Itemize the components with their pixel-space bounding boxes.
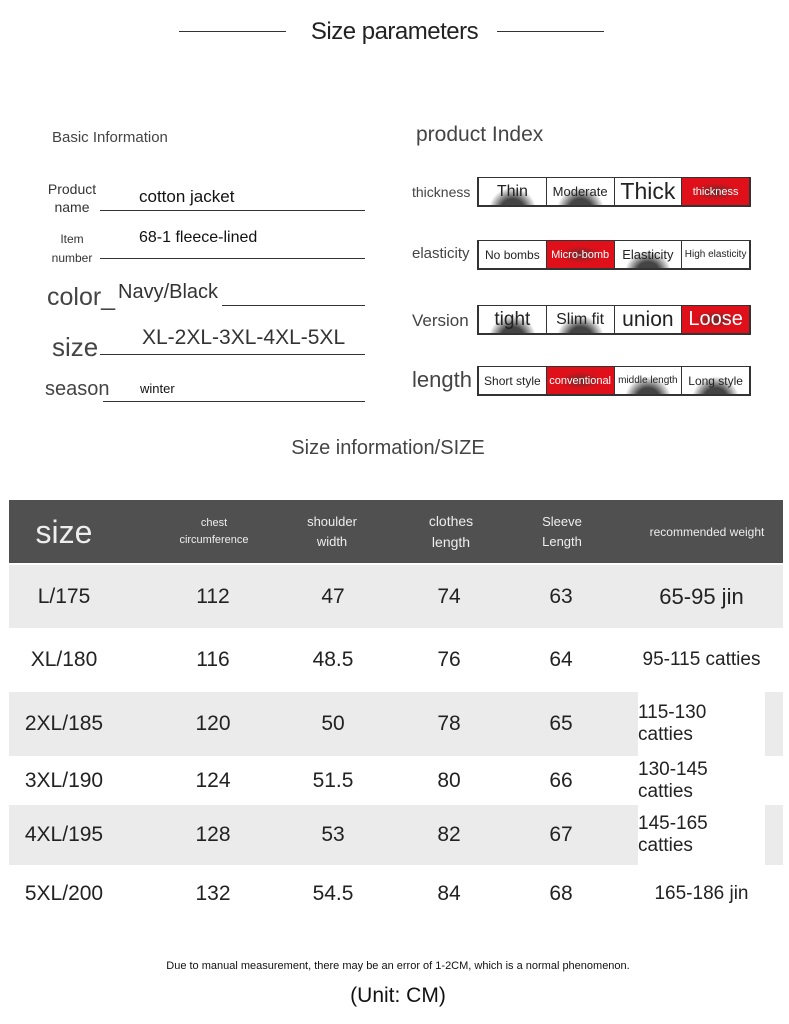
weight-cell: 165-186 jin (638, 865, 765, 923)
table-row: 5XL/200 132 54.5 84 68 165-186 jin (9, 865, 783, 923)
index-label-thickness: thickness (412, 184, 471, 200)
size-label: size (52, 332, 99, 362)
table-cell: 53 (321, 823, 345, 846)
table-cell: 120 (195, 712, 231, 735)
index-option: High elasticity (684, 249, 747, 260)
index-option-selected: conventional (546, 367, 615, 394)
table-cell: 50 (321, 712, 345, 735)
measurement-note: Due to manual measurement, there may be … (166, 960, 630, 972)
index-option: Slim fit (546, 306, 615, 333)
index-option: tight (479, 306, 547, 333)
product-name-label: Product name (47, 181, 97, 215)
color-value: Navy/Black (118, 281, 219, 303)
table-header: size chest circumference shoulder width … (9, 500, 783, 563)
size-value: XL-2XL-3XL-4XL-5XL (142, 326, 346, 349)
item-number-value: 68-1 fleece-lined (139, 229, 258, 246)
season-label: season (45, 378, 110, 400)
basic-info-heading: Basic Information (52, 129, 168, 146)
table-cell: 65 (549, 712, 573, 735)
title-divider-right (497, 31, 604, 32)
header-weight: recommended weight (649, 524, 765, 539)
table-row: 2XL/185 120 50 78 65 115-130 catties (9, 692, 783, 756)
index-bar-version: tight Slim fit union Loose (477, 305, 751, 335)
table-cell: 2XL/185 (24, 712, 104, 735)
index-bar-thickness: Thin Moderate Thick thickness (477, 177, 751, 207)
header-shoulder: shoulder width (307, 514, 357, 549)
weight-cell: 95-115 catties (638, 628, 765, 692)
table-cell: 74 (437, 584, 461, 608)
table-cell: 76 (437, 648, 461, 671)
table-cell: 82 (437, 823, 461, 846)
unit-label: (Unit: CM) (350, 984, 446, 1007)
weight-cell: 65-95 jin (659, 583, 744, 609)
index-bar-length: Short style conventional middle length L… (477, 366, 751, 396)
page-title: Size parameters (310, 18, 479, 45)
index-option-selected: thickness (682, 178, 749, 205)
item-number-label: Item number (51, 232, 93, 266)
season-value: winter (138, 381, 177, 396)
index-option: Short style (479, 367, 547, 394)
weight-cell: 145-165 catties (638, 805, 765, 865)
table-cell: 3XL/190 (24, 768, 104, 792)
header-size: size (35, 513, 93, 550)
index-label-version: Version (412, 311, 469, 330)
table-cell: 63 (549, 584, 573, 608)
index-option: Elasticity (614, 241, 683, 268)
table-cell: XL/180 (30, 648, 98, 671)
size-info-title: Size information/SIZE (291, 437, 485, 459)
table-cell: 48.5 (312, 648, 354, 671)
table-cell: 47 (321, 584, 345, 608)
table-cell: 124 (195, 768, 231, 792)
weight-cell: 130-145 catties (638, 756, 765, 805)
table-cell: 5XL/200 (24, 882, 104, 905)
index-option: Thin (479, 178, 547, 205)
index-option-selected: Loose (682, 306, 749, 333)
index-label-elasticity: elasticity (412, 245, 470, 262)
table-row: 3XL/190 124 51.5 80 66 130-145 catties (9, 756, 783, 805)
index-label-length: length (412, 367, 472, 392)
product-index-heading: product Index (416, 123, 544, 146)
table-cell: 67 (549, 823, 573, 846)
index-option: Thick (615, 178, 683, 205)
table-row: XL/180 116 48.5 76 64 95-115 catties (9, 628, 783, 692)
table-cell: 132 (195, 882, 231, 905)
table-cell: 128 (195, 823, 231, 846)
table-row: L/175 112 47 74 63 65-95 jin (9, 565, 783, 628)
table-cell: 112 (196, 584, 230, 608)
header-chest: chest circumference (179, 517, 249, 546)
index-option: Long style (682, 367, 749, 394)
table-cell: 54.5 (312, 882, 354, 905)
index-bar-elasticity: No bombs Micro-bomb Elasticity High elas… (477, 240, 751, 270)
title-divider-left (179, 31, 286, 32)
table-cell: 84 (437, 882, 461, 905)
index-option: middle length (614, 367, 683, 394)
weight-cell: 115-130 catties (638, 692, 765, 756)
index-option: union (615, 306, 683, 333)
table-row: 4XL/195 128 53 82 67 145-165 catties (9, 805, 783, 865)
table-cell: 80 (437, 768, 461, 792)
header-clothes-length: clothes length (428, 512, 474, 550)
index-option: Moderate (546, 178, 615, 205)
product-name-value: cotton jacket (139, 187, 239, 207)
table-cell: 68 (549, 882, 573, 905)
table-cell: 116 (196, 648, 230, 671)
table-cell: 51.5 (312, 768, 354, 792)
index-option-selected: Micro-bomb (546, 241, 615, 268)
index-option: No bombs (479, 241, 547, 268)
color-label: color_ (47, 283, 116, 311)
table-cell: 4XL/195 (24, 823, 104, 846)
table-cell: L/175 (37, 584, 91, 608)
table-cell: 64 (549, 648, 573, 671)
header-sleeve-length: Sleeve Length (542, 514, 582, 549)
table-cell: 78 (437, 712, 461, 735)
table-cell: 66 (549, 768, 573, 792)
